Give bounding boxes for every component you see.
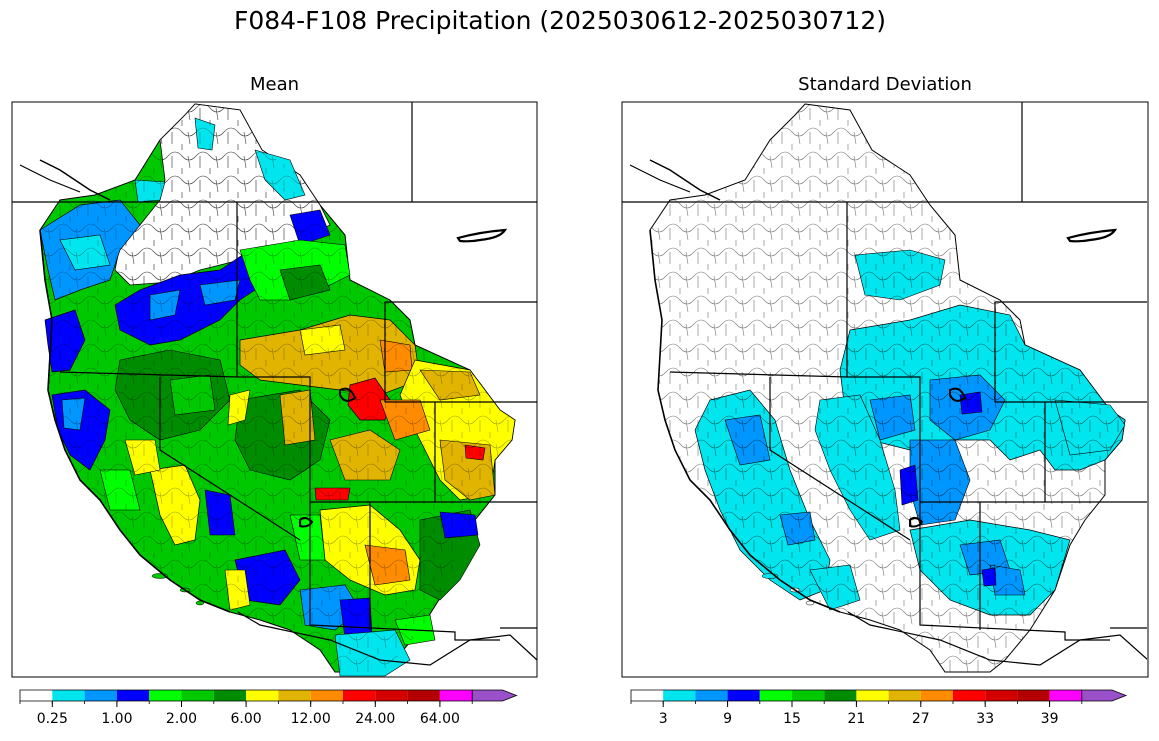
political-borders-stddev [622,102,1147,666]
colorbar-mean-segment [20,690,53,701]
colorbar-stddev-segment [985,690,1018,701]
colorbar-mean-segment [213,690,247,701]
colorbar-stddev-segment [1049,690,1082,701]
colorbar-mean-segment [407,690,440,701]
map-mean [11,101,538,678]
colorbar-stddev-tick-label: 33 [976,711,994,727]
colorbar-stddev-segment [888,690,921,701]
colorbar-mean-tick-label: 0.25 [37,711,68,727]
colorbar-mean-segment [181,690,214,701]
colorbar-stddev-segment [663,690,696,701]
colorbar-mean-tick-label: 2.00 [166,711,197,727]
colorbar-stddev-segment [695,690,728,701]
colorbar-mean-segment [149,690,182,701]
colorbar-mean-tick-label: 12.00 [291,711,331,727]
coastline-mean [39,229,231,613]
colorbar-mean-segment [310,690,343,701]
colorbar-stddev-tick-label: 21 [847,711,865,727]
colorbar-mean-segment [439,690,473,701]
colorbar-stddev: 3 9 15 21 27 33 39 [630,689,1128,727]
colorbar-stddev-segment [953,690,986,701]
colorbar-stddev-segment [759,690,792,701]
lake-winnipeg-like [456,228,508,243]
colorbar-mean-tick-label: 6.00 [231,711,262,727]
colorbar-stddev-segment [631,690,664,701]
colorbar-mean-tick-label: 1.00 [101,711,132,727]
colorbar-stddev-segment [856,690,889,701]
colorbar-mean-segment [84,690,117,701]
colorbar-stddev-segment [792,690,825,701]
colorbar-stddev-extend-arrow [1081,689,1128,702]
colorbar-mean-tick-label: 24.00 [355,711,395,727]
colorbar-mean: 0.25 1.00 2.00 6.00 12.00 24.00 64.00 [19,689,518,727]
colorbar-stddev-segment [1017,690,1050,701]
colorbar-stddev-tick-label: 3 [659,711,668,727]
colorbar-stddev-tick-label: 9 [723,711,732,727]
colorbar-mean-segment [343,690,376,701]
colorbar-stddev-tick-label: 27 [912,711,930,727]
panel-title-mean: Mean [249,74,300,95]
map-stddev [621,101,1149,678]
colorbar-stddev-segment [824,690,857,701]
colorbar-mean-segment [116,690,150,701]
colorbar-mean-segment [375,690,408,701]
political-borders-mean [12,102,537,666]
colorbar-mean-extend-arrow [471,689,518,702]
colorbar-mean-segment [278,690,311,701]
colorbar-mean-segment [246,690,279,701]
colorbar-stddev-tick-label: 39 [1041,711,1059,727]
colorbar-mean-tick-label: 64.00 [420,711,460,727]
panel-title-stddev: Standard Deviation [798,74,972,95]
colorbar-stddev-tick-label: 15 [783,711,801,727]
figure-title: F084-F108 Precipitation (2025030612-2025… [233,6,886,35]
colorbar-stddev-segment [920,690,953,701]
colorbar-stddev-segment [727,690,760,701]
coastline-stddev [649,229,841,613]
colorbar-mean-segment [52,690,85,701]
